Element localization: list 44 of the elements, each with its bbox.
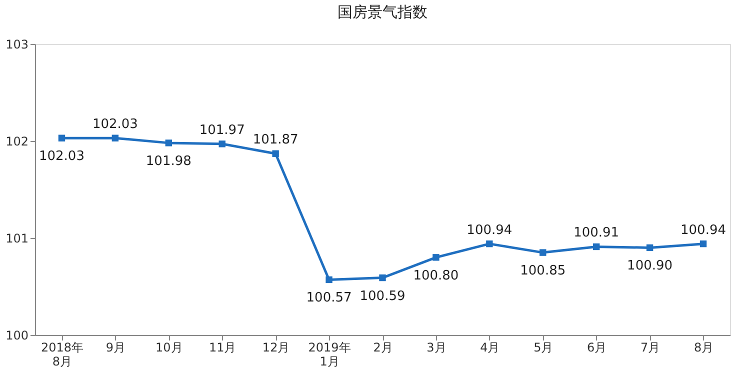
point [218, 140, 226, 148]
text: 100.59 [360, 288, 406, 304]
point [272, 150, 279, 157]
text: 100.90 [627, 258, 673, 274]
point [592, 243, 600, 250]
x-tick-label: 11月 [208, 340, 236, 354]
y-tick-label: 100 [6, 328, 28, 342]
x-tick-label: 10月 [156, 340, 183, 354]
point [112, 134, 119, 142]
text: 101.98 [146, 154, 192, 169]
x-tick-label: 2月 [373, 340, 393, 354]
point [379, 274, 386, 282]
x-tick-label: 5月 [534, 340, 554, 354]
x-tick-label: 2018年 8月 [40, 340, 84, 368]
x-tick-label: 7月 [640, 340, 660, 354]
text: 102.03 [38, 149, 84, 164]
point [432, 254, 440, 261]
x-tick-label: 9月 [106, 340, 126, 354]
text: 100.57 [306, 290, 352, 306]
point [165, 140, 172, 146]
point [486, 240, 493, 248]
y-tick-label: 102 [6, 134, 28, 148]
x-tick-label: 8月 [694, 340, 714, 354]
x-tick-label: 6月 [587, 340, 607, 354]
x-tick-label: 12月 [262, 340, 290, 354]
x-tick-label: 2019年 1月 [308, 340, 351, 368]
text: 101.97 [199, 122, 245, 138]
text: 100.80 [413, 268, 459, 284]
chart-title: 国房景气指数 [338, 3, 428, 21]
point [700, 240, 707, 248]
x-tick-label: 3月 [426, 340, 446, 354]
point [326, 276, 332, 284]
point [58, 134, 66, 142]
y-tick-label: 101 [6, 232, 28, 246]
point [540, 249, 546, 256]
x-tick-label: 4月 [480, 340, 500, 354]
point [646, 244, 654, 252]
text: 101.87 [252, 132, 298, 148]
text: 100.91 [574, 226, 620, 241]
y-tick-label: 103 [6, 38, 28, 52]
text: 100.94 [680, 222, 726, 238]
text: 100.85 [520, 264, 566, 279]
text: 100.94 [466, 222, 512, 238]
text: 102.03 [92, 117, 138, 132]
